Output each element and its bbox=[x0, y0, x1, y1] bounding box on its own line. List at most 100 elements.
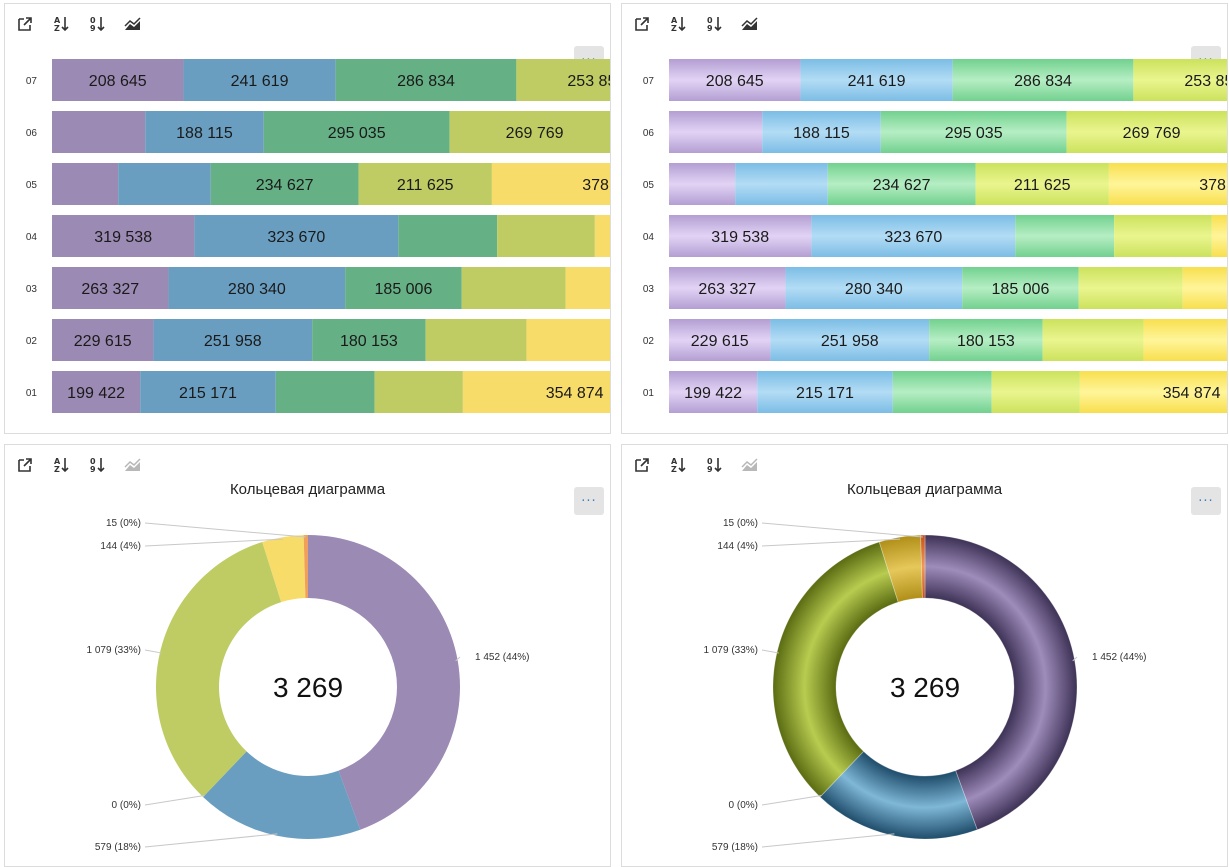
bar-segment[interactable] bbox=[811, 215, 1016, 257]
category-label: 02 bbox=[643, 336, 655, 347]
donut-slice[interactable] bbox=[155, 542, 282, 797]
bar-segment[interactable] bbox=[770, 319, 930, 361]
bar-segment[interactable] bbox=[52, 371, 141, 413]
bar-segment[interactable] bbox=[1079, 371, 1228, 413]
bar-segment[interactable] bbox=[461, 267, 566, 309]
bar-segment[interactable] bbox=[669, 267, 786, 309]
bar-segment[interactable] bbox=[194, 215, 399, 257]
bar-segment[interactable] bbox=[800, 59, 953, 101]
bar-segment[interactable] bbox=[275, 371, 375, 413]
bar-segment[interactable] bbox=[491, 163, 611, 205]
bar-segment[interactable] bbox=[1066, 111, 1228, 153]
bar-segment[interactable] bbox=[962, 267, 1079, 309]
bar-segment[interactable] bbox=[374, 371, 463, 413]
bar-segment[interactable] bbox=[358, 163, 492, 205]
bar-segment[interactable] bbox=[880, 111, 1067, 153]
bar-segment[interactable] bbox=[345, 267, 462, 309]
bar-segment[interactable] bbox=[757, 371, 893, 413]
bar-segment[interactable] bbox=[669, 163, 736, 205]
bar-segment[interactable] bbox=[449, 111, 611, 153]
bar-segment[interactable] bbox=[52, 163, 119, 205]
bar-segment[interactable] bbox=[516, 59, 611, 101]
area-chart-icon[interactable] bbox=[119, 12, 147, 36]
bar-segment[interactable] bbox=[669, 59, 801, 101]
donut-slice[interactable] bbox=[203, 751, 361, 840]
bar-segment[interactable] bbox=[952, 59, 1134, 101]
donut-slice[interactable] bbox=[924, 534, 1078, 831]
bar-segment[interactable] bbox=[827, 163, 976, 205]
slice-label: 1 079 (33%) bbox=[704, 645, 758, 656]
bar-segment[interactable] bbox=[669, 111, 763, 153]
bar-segment[interactable] bbox=[140, 371, 276, 413]
donut-slice[interactable] bbox=[772, 541, 899, 798]
bar-segment[interactable] bbox=[312, 319, 426, 361]
bar-segment[interactable] bbox=[991, 371, 1080, 413]
donut-slice[interactable] bbox=[308, 535, 461, 830]
bar-segment[interactable] bbox=[462, 371, 611, 413]
bar-segment[interactable] bbox=[1182, 267, 1228, 309]
total-value: 3 269 bbox=[890, 672, 960, 703]
bar-segment[interactable] bbox=[565, 267, 611, 309]
bar-segment[interactable] bbox=[1042, 319, 1144, 361]
bar-segment[interactable] bbox=[594, 215, 611, 257]
bar-segment[interactable] bbox=[398, 215, 498, 257]
bar-segment[interactable] bbox=[183, 59, 336, 101]
open-external-icon[interactable] bbox=[11, 12, 39, 36]
bar-segment[interactable] bbox=[145, 111, 264, 153]
bar-segment[interactable] bbox=[52, 111, 146, 153]
donut-slice[interactable] bbox=[303, 535, 308, 599]
bar-segment[interactable] bbox=[52, 59, 184, 101]
bar-segment[interactable] bbox=[975, 163, 1109, 205]
data-label: 286 834 bbox=[397, 73, 455, 90]
bar-segment[interactable] bbox=[1114, 215, 1212, 257]
bar-segment[interactable] bbox=[1143, 319, 1228, 361]
area-chart-icon[interactable] bbox=[736, 12, 764, 36]
bar-segment[interactable] bbox=[497, 215, 595, 257]
bar-segment[interactable] bbox=[1015, 215, 1115, 257]
open-external-icon[interactable] bbox=[628, 12, 656, 36]
donut-slice[interactable] bbox=[920, 534, 926, 599]
open-external-icon[interactable] bbox=[628, 453, 656, 477]
bar-segment[interactable] bbox=[892, 371, 992, 413]
bar-segment[interactable] bbox=[1211, 215, 1228, 257]
bar-segment[interactable] bbox=[52, 267, 169, 309]
bar-segment[interactable] bbox=[263, 111, 450, 153]
donut-slice[interactable] bbox=[878, 534, 923, 603]
bar-segment[interactable] bbox=[669, 215, 812, 257]
bar-segment[interactable] bbox=[335, 59, 517, 101]
bar-segment[interactable] bbox=[669, 319, 771, 361]
bar-segment[interactable] bbox=[1133, 59, 1228, 101]
bar-segment[interactable] bbox=[52, 319, 154, 361]
bar-segment[interactable] bbox=[929, 319, 1043, 361]
bar-segment[interactable] bbox=[762, 111, 881, 153]
bar-segment[interactable] bbox=[52, 215, 195, 257]
bar-segment[interactable] bbox=[153, 319, 313, 361]
bar-segment[interactable] bbox=[526, 319, 611, 361]
bar-segment[interactable] bbox=[168, 267, 346, 309]
bar-segment[interactable] bbox=[735, 163, 828, 205]
bar-segment[interactable] bbox=[669, 371, 758, 413]
more-menu-button[interactable]: ··· bbox=[574, 487, 604, 515]
leader-line bbox=[144, 649, 162, 654]
bar-segment[interactable] bbox=[785, 267, 963, 309]
category-label: 01 bbox=[26, 388, 38, 399]
more-menu-button[interactable]: ··· bbox=[1191, 487, 1221, 515]
area-chart-icon[interactable] bbox=[736, 453, 764, 477]
donut-slice[interactable] bbox=[262, 535, 306, 603]
donut-slice[interactable] bbox=[819, 750, 978, 840]
bar-segment[interactable] bbox=[210, 163, 359, 205]
open-external-icon[interactable] bbox=[11, 453, 39, 477]
bar-segment[interactable] bbox=[1078, 267, 1183, 309]
bar-segment[interactable] bbox=[1108, 163, 1228, 205]
bar-segment[interactable] bbox=[425, 319, 527, 361]
bar-segment[interactable] bbox=[118, 163, 211, 205]
area-chart-icon[interactable] bbox=[119, 453, 147, 477]
